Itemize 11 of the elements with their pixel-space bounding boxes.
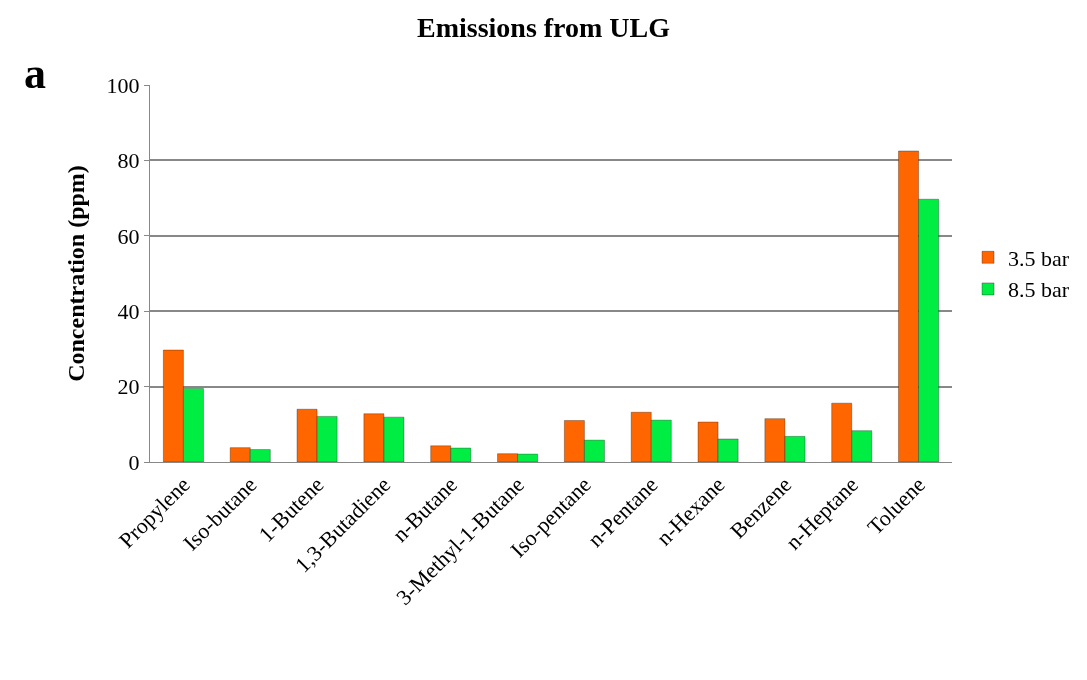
y-tick-label: 40 [117,298,140,324]
y-tick-label: 0 [128,449,140,475]
legend-label: 8.5 bar [1008,277,1070,303]
text: a [24,49,46,98]
y-tick-label: 20 [117,374,140,400]
y-tick-label: 100 [106,72,140,98]
chart-title: Emissions from ULG [416,11,671,43]
y-axis-title: Concentration (ppm) [62,165,89,382]
y-tick-label: 80 [117,148,140,174]
legend-label: 3.5 bar [1008,245,1070,271]
y-tick-label: 60 [117,223,140,249]
